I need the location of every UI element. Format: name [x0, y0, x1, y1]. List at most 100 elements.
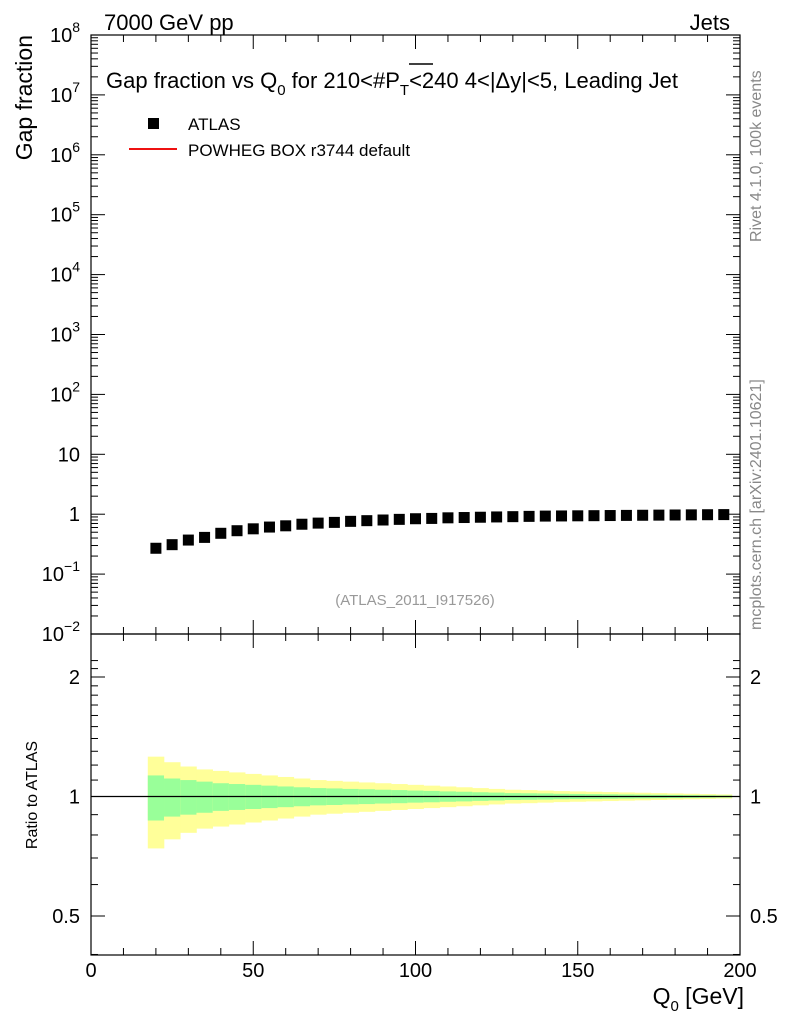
atlas-data-point — [361, 515, 373, 527]
atlas-data-point — [572, 510, 584, 522]
title-part-3: <240 4<|Δy|<5, Leading Jet — [409, 68, 678, 93]
atlas-data-point — [458, 512, 470, 524]
atlas-data-point — [491, 511, 503, 523]
atlas-data-point — [474, 511, 486, 523]
atlas-data-point — [620, 509, 632, 521]
main-y-tick-base: 10 — [58, 444, 80, 466]
atlas-data-point — [296, 518, 308, 530]
ratio-inner-band-bin — [147, 775, 165, 821]
main-y-tick-label: 104 — [50, 259, 80, 287]
atlas-data-point — [150, 542, 162, 554]
title-part-1: Gap fraction vs Q — [106, 68, 277, 93]
main-y-tick-base: 10 — [42, 564, 64, 586]
x-label-subscript: 0 — [670, 998, 678, 1015]
title-pt-subscript: T — [400, 82, 409, 99]
main-y-tick-exponent: 6 — [72, 139, 80, 155]
ratio-inner-band-bin — [180, 780, 197, 815]
ratio-y-tick-label-right: 2 — [750, 667, 761, 689]
atlas-data-point — [328, 516, 340, 528]
header-left-label: 7000 GeV pp — [104, 10, 234, 35]
atlas-data-point — [199, 531, 211, 543]
main-y-tick-label: 108 — [50, 19, 80, 47]
header-right-label: Jets — [690, 10, 730, 35]
atlas-data-point — [604, 510, 616, 522]
main-y-tick-base: 10 — [50, 145, 72, 167]
atlas-data-point — [280, 520, 292, 532]
main-y-tick-label: 106 — [50, 139, 80, 167]
main-y-tick-label: 1 — [69, 504, 80, 526]
ratio-y-tick-label-right: 0.5 — [750, 906, 778, 928]
main-y-tick-exponent: 3 — [72, 319, 80, 335]
main-y-tick-base: 10 — [50, 265, 72, 287]
legend-atlas-marker — [148, 118, 159, 129]
x-tick-label: 200 — [723, 960, 756, 982]
x-label-unit: [GeV] — [679, 983, 744, 1009]
x-axis-label: Q0 [GeV] — [653, 983, 744, 1015]
main-y-tick-base: 10 — [50, 85, 72, 107]
main-y-tick-label: 103 — [50, 319, 80, 347]
atlas-data-point — [718, 509, 730, 521]
ratio-y-tick-label-left: 2 — [69, 667, 80, 689]
atlas-data-point — [263, 521, 275, 533]
atlas-data-point — [215, 527, 227, 539]
main-y-tick-base: 10 — [50, 25, 72, 47]
atlas-data-point — [539, 510, 551, 522]
x-tick-label: 150 — [561, 960, 594, 982]
atlas-data-point — [393, 513, 405, 525]
ratio-y-tick-label-left: 0.5 — [52, 906, 80, 928]
main-y-tick-label: 10−2 — [42, 618, 80, 646]
title-part-2: for 210<# — [286, 68, 386, 93]
main-y-tick-label: 102 — [50, 378, 80, 406]
main-y-tick-base: 10 — [50, 325, 72, 347]
main-y-tick-label: 107 — [50, 79, 80, 107]
title-q-subscript: 0 — [277, 82, 285, 99]
main-y-tick-label: 10 — [58, 444, 80, 466]
main-y-tick-base: 10 — [42, 624, 64, 646]
ratio-panel-frame — [90, 633, 741, 956]
atlas-data-point — [377, 514, 389, 526]
x-tick-label: 100 — [399, 960, 432, 982]
analysis-watermark: (ATLAS_2011_I917526) — [335, 592, 495, 609]
atlas-data-point — [231, 525, 243, 537]
rivet-version-label: Rivet 4.1.0, 100k events — [748, 70, 765, 242]
atlas-data-point — [410, 513, 421, 525]
main-y-tick-label: 10−1 — [42, 558, 80, 586]
atlas-data-markers — [150, 509, 730, 554]
legend: ATLAS POWHEG BOX r3744 default — [129, 115, 410, 160]
main-y-tick-base: 1 — [69, 504, 80, 526]
ratio-uncertainty-bands — [147, 756, 733, 849]
x-tick-label: 0 — [85, 960, 96, 982]
mcplots-label: mcplots.cern.ch [arXiv:2401.10621] — [748, 379, 765, 630]
atlas-data-point — [702, 509, 714, 521]
ratio-y-axis-label: Ratio to ATLAS — [24, 741, 41, 849]
ratio-y-tick-label-left: 1 — [69, 787, 80, 809]
atlas-data-point — [426, 512, 438, 524]
main-y-tick-base: 10 — [50, 205, 72, 227]
atlas-data-point — [637, 509, 649, 521]
atlas-data-point — [345, 515, 357, 527]
y-axis-label: Gap fraction — [11, 35, 37, 160]
atlas-data-point — [166, 539, 178, 551]
main-y-tick-exponent: 4 — [72, 259, 80, 275]
ratio-inner-band-bin — [164, 778, 181, 817]
ratio-inner-band-bin — [196, 781, 213, 813]
main-y-tick-exponent: 8 — [72, 19, 80, 35]
x-label-q: Q — [653, 983, 671, 1009]
atlas-data-point — [669, 509, 681, 521]
main-y-tick-exponent: −2 — [64, 618, 80, 634]
legend-atlas-label: ATLAS — [188, 115, 241, 134]
x-tick-label: 50 — [242, 960, 264, 982]
atlas-data-point — [653, 509, 665, 521]
atlas-data-point — [556, 510, 568, 522]
atlas-data-point — [523, 510, 535, 522]
ratio-y-tick-label-right: 1 — [750, 787, 761, 809]
atlas-data-point — [588, 510, 600, 522]
ratio-axis-ticks: 0 50 100 150 200 0.5 0.5 1 1 2 2 — [52, 634, 778, 982]
main-y-tick-exponent: 5 — [72, 199, 80, 215]
atlas-data-point — [247, 523, 259, 535]
atlas-data-point — [182, 534, 194, 546]
